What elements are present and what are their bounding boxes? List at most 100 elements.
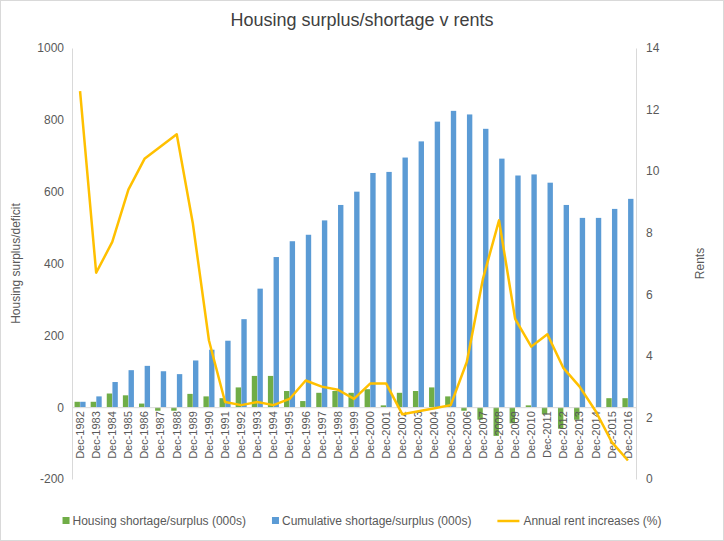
- x-tick: Dec-1997: [316, 407, 328, 459]
- x-tick: Dec-2010: [525, 407, 537, 459]
- bar: [499, 159, 504, 408]
- bar: [300, 401, 305, 407]
- x-tick-label: Dec-1984: [106, 411, 118, 459]
- x-tick-label: Dec-2001: [380, 411, 392, 459]
- x-tick: Dec-1999: [348, 407, 360, 459]
- y2-tick: 4: [636, 349, 653, 363]
- legend-label: Cumulative shortage/surplus (000s): [282, 514, 471, 528]
- x-tick: Dec-2003: [412, 407, 424, 459]
- y-tick: 400: [44, 257, 72, 271]
- bar: [515, 176, 520, 408]
- bar: [322, 220, 327, 407]
- x-tick: Dec-1986: [138, 407, 150, 459]
- x-tick: Dec-2001: [380, 407, 392, 459]
- x-tick-label: Dec-1997: [316, 411, 328, 459]
- x-axis-line: [73, 407, 637, 408]
- y2-tick-label: 12: [646, 103, 660, 117]
- y-axis-line: [72, 49, 73, 480]
- bar: [107, 394, 112, 408]
- bar: [241, 319, 246, 407]
- bar-series: [80, 111, 633, 407]
- y-tick-label: 1000: [37, 41, 64, 55]
- bar: [381, 405, 386, 407]
- x-tick: Dec-1993: [251, 407, 263, 459]
- x-tick: Dec-2011: [541, 407, 553, 458]
- bar: [606, 398, 611, 407]
- bar: [402, 158, 407, 408]
- x-tick-label: Dec-1992: [235, 411, 247, 459]
- y-tick-label: 800: [44, 113, 64, 127]
- chart-frame: [1, 1, 724, 541]
- y2-axis-title: Rents: [693, 248, 707, 279]
- x-tick-label: Dec-1994: [267, 411, 279, 459]
- bar: [112, 382, 117, 407]
- x-tick: Dec-1985: [122, 407, 134, 459]
- x-tick-label: Dec-1999: [348, 411, 360, 459]
- x-tick-label: Dec-1985: [122, 411, 134, 459]
- x-tick: Dec-2006: [461, 407, 473, 459]
- bar: [203, 396, 208, 407]
- x-tick-label: Dec-2000: [364, 411, 376, 459]
- legend-swatch: [63, 517, 70, 524]
- x-tick-label: Dec-1990: [203, 411, 215, 459]
- bar: [429, 387, 434, 407]
- bar: [531, 174, 536, 407]
- plot-marks: [75, 111, 634, 436]
- x-tick: Dec-1990: [203, 407, 215, 459]
- y2-tick-label: 6: [646, 288, 653, 302]
- legend-item: Annual rent increases (%): [497, 514, 661, 528]
- bar: [145, 366, 150, 407]
- x-tick-label: Dec-1988: [171, 411, 183, 459]
- legend: Housing shortage/surplus (000s) Cumulativ…: [63, 514, 662, 528]
- bar: [332, 391, 337, 407]
- legend-label: Housing shortage/surplus (000s): [73, 514, 246, 528]
- y2-tick: 12: [636, 103, 660, 117]
- y2-axis-line: [636, 49, 637, 480]
- bar: [467, 114, 472, 407]
- bar: [91, 402, 96, 407]
- bar: [365, 389, 370, 407]
- y-tick: 0: [57, 401, 72, 415]
- bar: [435, 122, 440, 408]
- bar: [268, 376, 273, 407]
- bar: [139, 404, 144, 408]
- x-tick-label: Dec-2002: [396, 411, 408, 459]
- y-tick: -200: [40, 472, 72, 486]
- bar: [338, 205, 343, 407]
- legend-item: Cumulative shortage/surplus (000s): [272, 514, 471, 528]
- y-tick: 800: [44, 113, 72, 127]
- y2-tick: 14: [636, 41, 660, 55]
- x-tick: Dec-2007: [477, 407, 489, 459]
- y2-tick: 6: [636, 288, 653, 302]
- bar: [225, 341, 230, 407]
- y-axis: -20002004006008001000: [37, 41, 72, 486]
- x-tick-label: Dec-1996: [300, 411, 312, 459]
- bar: [419, 141, 424, 407]
- y-tick: 1000: [37, 41, 72, 55]
- bar: [622, 398, 627, 407]
- y2-tick-label: 10: [646, 164, 660, 178]
- bar: [548, 183, 553, 407]
- bar: [257, 289, 262, 408]
- x-tick-label: Dec-2009: [509, 411, 521, 459]
- x-tick: Dec-2004: [428, 407, 440, 459]
- bar: [161, 371, 166, 407]
- x-tick: Dec-1982: [74, 407, 86, 459]
- legend-swatch: [497, 520, 519, 523]
- x-tick: Dec-1983: [90, 407, 102, 459]
- legend-swatch: [272, 517, 279, 524]
- bar: [80, 402, 85, 407]
- bar: [564, 205, 569, 407]
- x-tick: Dec-1988: [171, 407, 183, 459]
- x-tick-label: Dec-1998: [332, 411, 344, 459]
- chart: Housing surplus/shortage v rents-2000200…: [0, 0, 724, 541]
- title: Housing surplus/shortage v rents: [230, 10, 493, 30]
- x-tick-label: Dec-1995: [283, 411, 295, 459]
- bar: [123, 395, 128, 407]
- line: [80, 91, 628, 460]
- x-tick-label: Dec-2016: [622, 411, 634, 459]
- x-tick-label: Dec-1983: [90, 411, 102, 459]
- x-tick: Dec-1998: [332, 407, 344, 459]
- bar: [274, 257, 279, 407]
- y-tick: 600: [44, 185, 72, 199]
